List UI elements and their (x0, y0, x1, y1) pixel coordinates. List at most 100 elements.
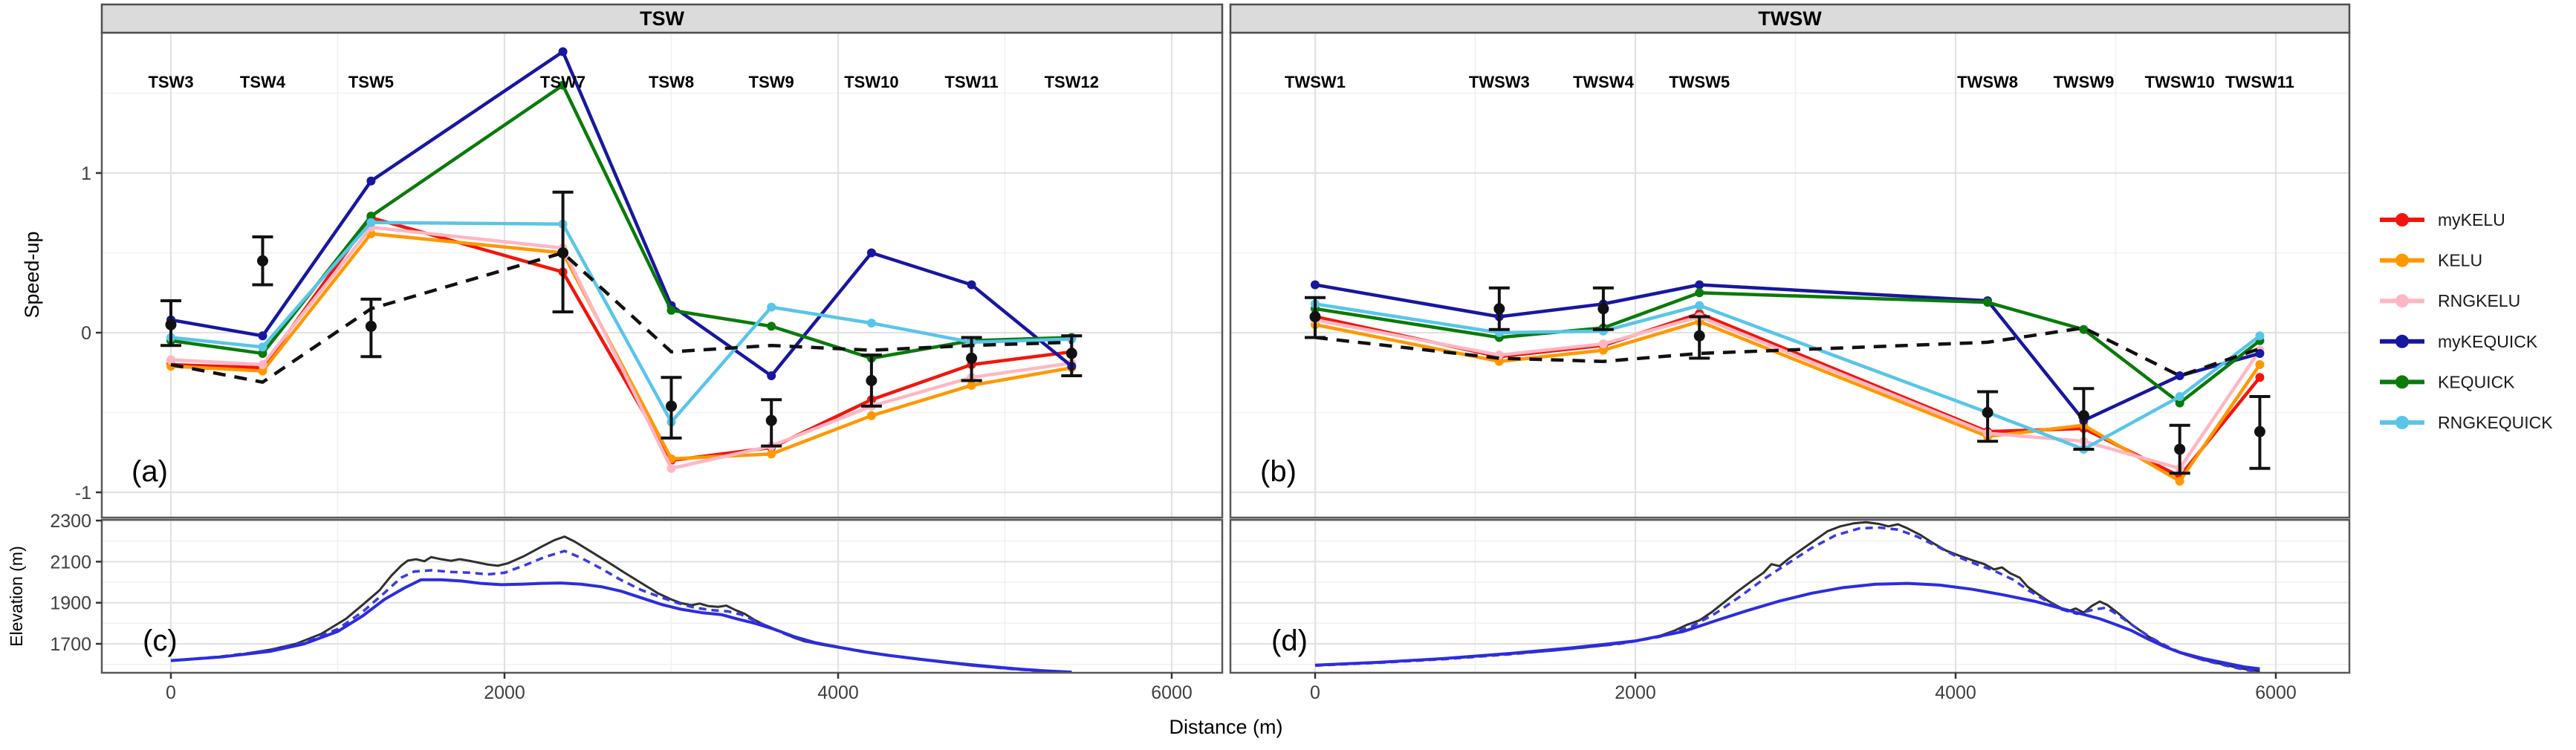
observation-errorbar-tsw12 (1061, 334, 1083, 378)
observation-errorbar-twsw11 (2249, 395, 2271, 470)
site-label-tsw12: TSW12 (1045, 73, 1099, 91)
site-label-twsw8: TWSW8 (1957, 73, 2018, 91)
observation-errorbar-twsw10 (2169, 423, 2190, 475)
series-point-kelu (2255, 360, 2265, 369)
facet-strip-title-b: TWSW (1758, 7, 1822, 30)
legend-item-rngkequick: RNGKEQUICK (2380, 413, 2553, 432)
panel-border-d (1229, 518, 2351, 674)
observed-dashed-line (170, 251, 1072, 384)
observation-point (1597, 303, 1609, 315)
series-point-kequick (767, 322, 776, 331)
legend-item-mykequick: myKEQUICK (2380, 332, 2538, 351)
panel-bg-b (1230, 33, 2349, 518)
series-point-kelu (767, 449, 776, 459)
y-axis-title-speedup: Speed-up (21, 231, 43, 318)
x-tick-label: 4000 (1935, 682, 1976, 703)
observation-point (165, 319, 177, 330)
observation-point (1493, 303, 1505, 315)
site-label-tsw7: TSW7 (540, 73, 585, 91)
legend-label: RNGKELU (2438, 291, 2520, 310)
observation-errorbar-twsw5 (1689, 315, 1710, 360)
grid-major (1230, 33, 2349, 518)
observation-point (2174, 443, 2186, 455)
series-point-mykequick (866, 248, 876, 258)
legend-label: myKELU (2438, 210, 2505, 229)
panel-a: TSW3 TSW4 TSW5 TSW7 TSW8 TSW9 TSW10 TSW11 TSW12(… (75, 3, 1224, 519)
grid-minor (1230, 520, 2349, 673)
x-axis-title: Distance (m) (1169, 716, 1282, 738)
observation-errorbar-twsw9 (2073, 387, 2095, 451)
grid-minor (102, 520, 1222, 673)
profile-line-model-terrain-smooth-blue (1314, 581, 2260, 671)
series-line-rngkelu (1314, 315, 2262, 470)
series-point-rngkelu (166, 355, 175, 365)
panel-letter-b: (b) (1260, 455, 1297, 488)
observation-errorbar-tsw4 (252, 235, 273, 287)
panel-b: TWSW1 TWSW3 TWSW4 TWSW5 TWSW8 TWSW9 TWSW10 TWSW… (1229, 3, 2351, 519)
series-point-kelu (2175, 476, 2184, 486)
series-point-kelu (967, 380, 976, 390)
legend-item-kelu: KELU (2380, 251, 2482, 270)
site-label-twsw5: TWSW5 (1669, 73, 1730, 91)
x-tick-label: 4000 (817, 682, 859, 703)
series-point-mykequick (558, 47, 568, 56)
panel-plot-area-a: TSW3 TSW4 TSW5 TSW7 TSW8 TSW9 TSW10 TSW11 TSW12 (… (102, 33, 1222, 518)
series-line-rngkequick (1314, 302, 2261, 451)
series-point-kequick (366, 212, 376, 221)
observation-errorbar-tsw5 (360, 297, 382, 359)
y-tick-label: 1700 (50, 634, 91, 655)
observation-errorbar-tsw11 (961, 336, 982, 382)
x-tick-label: 2000 (484, 682, 525, 703)
y-tick-label: 2100 (50, 552, 91, 573)
legend-key-point (2395, 416, 2409, 429)
facet-strip-a (100, 3, 1224, 34)
grid-major (102, 33, 1222, 518)
site-label-twsw1: TWSW1 (1285, 73, 1346, 91)
series-point-rngkequick (2175, 392, 2184, 401)
grid-minor (1230, 33, 2349, 518)
site-label-tsw3: TSW3 (148, 73, 193, 91)
site-label-tsw9: TSW9 (749, 73, 794, 91)
series-point-mykequick (1695, 280, 1704, 290)
x-tick-label: 0 (166, 682, 176, 703)
series-point-kequick (2175, 398, 2184, 408)
series-point-kequick (1695, 288, 1704, 298)
site-label-tsw8: TSW8 (649, 73, 694, 91)
observation-point (2254, 425, 2265, 437)
facet-strip-b (1229, 3, 2351, 34)
series-point-mykequick (1311, 280, 1320, 290)
series-point-mykequick (967, 280, 976, 290)
profile-line-model-terrain-dashed-blue (170, 550, 1072, 673)
series-point-rngkequick (1695, 301, 1704, 310)
panel-d: (d) 0 2000 4000 6000 (1229, 518, 2351, 703)
panel-c: (c) 0 2000 4000 6000 2300 2100 1900 1700 (50, 511, 1224, 703)
series-point-rngkequick (258, 342, 267, 352)
observation-errorbar-tsw9 (761, 398, 782, 448)
observation-point (557, 247, 569, 258)
series-point-rngkequick (366, 218, 376, 227)
site-label-twsw4: TWSW4 (1573, 73, 1635, 91)
panel-border-c (100, 518, 1224, 674)
series-point-rngkelu (258, 360, 267, 369)
observation-point (666, 400, 677, 412)
series-point-mykequick (2175, 371, 2184, 381)
site-label-twsw10: TWSW10 (2145, 73, 2215, 91)
series-point-kequick (258, 348, 267, 358)
y-tick-label: 0 (81, 323, 91, 344)
legend: myKELU KELU RNGKELU myKEQUICK KEQUICK RNGKEQU… (2380, 210, 2553, 432)
observation-errorbar-twsw1 (1305, 296, 1326, 339)
observed-dashed-line (1314, 326, 2261, 378)
x-tick-label: 6000 (1151, 682, 1193, 703)
observation-point (1693, 330, 1705, 342)
observation-point (866, 375, 877, 386)
observation-point (1309, 311, 1321, 322)
legend-key-point (2395, 213, 2409, 226)
series-point-mykequick (366, 176, 376, 186)
series-point-kequick (666, 305, 676, 315)
panel-letter-c: (c) (143, 625, 178, 657)
observation-point (2077, 410, 2089, 422)
y-axis-title-elevation: Elevation (m) (7, 546, 26, 646)
series-line-mykequick (1314, 283, 2261, 423)
observation-errorbar-twsw8 (1977, 390, 1999, 443)
